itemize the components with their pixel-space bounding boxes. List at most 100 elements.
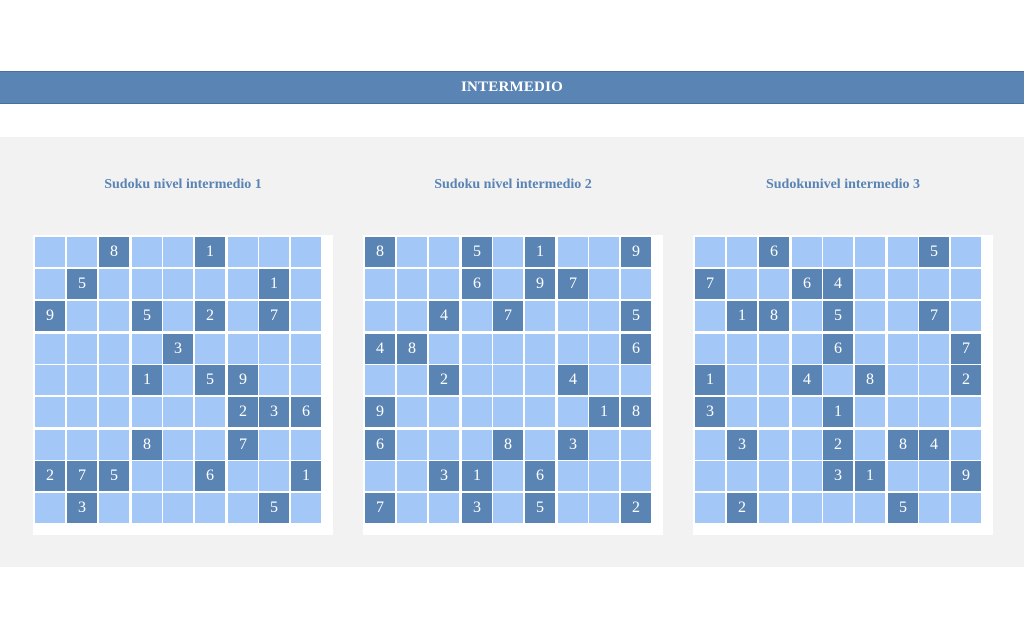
empty-cell[interactable] <box>493 237 523 267</box>
empty-cell[interactable] <box>429 397 459 427</box>
empty-cell[interactable] <box>919 269 949 299</box>
empty-cell[interactable] <box>99 493 129 523</box>
empty-cell[interactable] <box>397 237 427 267</box>
empty-cell[interactable] <box>429 237 459 267</box>
empty-cell[interactable] <box>228 461 258 491</box>
empty-cell[interactable] <box>429 493 459 523</box>
empty-cell[interactable] <box>727 365 757 395</box>
empty-cell[interactable] <box>493 365 523 395</box>
empty-cell[interactable] <box>589 365 619 395</box>
empty-cell[interactable] <box>35 493 65 523</box>
empty-cell[interactable] <box>365 365 395 395</box>
empty-cell[interactable] <box>35 430 65 460</box>
empty-cell[interactable] <box>397 493 427 523</box>
empty-cell[interactable] <box>919 461 949 491</box>
empty-cell[interactable] <box>99 334 129 364</box>
empty-cell[interactable] <box>695 301 725 331</box>
empty-cell[interactable] <box>558 237 588 267</box>
empty-cell[interactable] <box>792 430 822 460</box>
empty-cell[interactable] <box>792 334 822 364</box>
empty-cell[interactable] <box>621 430 651 460</box>
empty-cell[interactable] <box>951 397 981 427</box>
empty-cell[interactable] <box>429 430 459 460</box>
empty-cell[interactable] <box>291 301 321 331</box>
empty-cell[interactable] <box>259 365 289 395</box>
empty-cell[interactable] <box>727 269 757 299</box>
empty-cell[interactable] <box>291 493 321 523</box>
empty-cell[interactable] <box>695 493 725 523</box>
empty-cell[interactable] <box>558 334 588 364</box>
empty-cell[interactable] <box>163 430 193 460</box>
empty-cell[interactable] <box>589 430 619 460</box>
empty-cell[interactable] <box>855 237 885 267</box>
empty-cell[interactable] <box>291 334 321 364</box>
empty-cell[interactable] <box>759 430 789 460</box>
empty-cell[interactable] <box>888 334 918 364</box>
empty-cell[interactable] <box>195 334 225 364</box>
empty-cell[interactable] <box>888 397 918 427</box>
empty-cell[interactable] <box>759 397 789 427</box>
empty-cell[interactable] <box>397 430 427 460</box>
empty-cell[interactable] <box>462 430 492 460</box>
empty-cell[interactable] <box>397 365 427 395</box>
empty-cell[interactable] <box>558 461 588 491</box>
empty-cell[interactable] <box>919 365 949 395</box>
empty-cell[interactable] <box>525 301 555 331</box>
empty-cell[interactable] <box>589 237 619 267</box>
empty-cell[interactable] <box>163 397 193 427</box>
empty-cell[interactable] <box>759 461 789 491</box>
empty-cell[interactable] <box>99 301 129 331</box>
empty-cell[interactable] <box>525 397 555 427</box>
empty-cell[interactable] <box>792 301 822 331</box>
empty-cell[interactable] <box>888 237 918 267</box>
empty-cell[interactable] <box>132 334 162 364</box>
empty-cell[interactable] <box>132 269 162 299</box>
empty-cell[interactable] <box>228 301 258 331</box>
empty-cell[interactable] <box>163 493 193 523</box>
empty-cell[interactable] <box>397 269 427 299</box>
empty-cell[interactable] <box>792 397 822 427</box>
puzzle-title[interactable]: Sudokunivel intermedio 3 <box>765 177 921 192</box>
empty-cell[interactable] <box>951 493 981 523</box>
empty-cell[interactable] <box>759 269 789 299</box>
empty-cell[interactable] <box>589 301 619 331</box>
empty-cell[interactable] <box>259 430 289 460</box>
empty-cell[interactable] <box>695 461 725 491</box>
empty-cell[interactable] <box>727 397 757 427</box>
empty-cell[interactable] <box>228 334 258 364</box>
empty-cell[interactable] <box>228 493 258 523</box>
empty-cell[interactable] <box>695 430 725 460</box>
empty-cell[interactable] <box>621 269 651 299</box>
empty-cell[interactable] <box>951 430 981 460</box>
empty-cell[interactable] <box>67 365 97 395</box>
empty-cell[interactable] <box>589 461 619 491</box>
empty-cell[interactable] <box>163 365 193 395</box>
empty-cell[interactable] <box>759 365 789 395</box>
empty-cell[interactable] <box>493 397 523 427</box>
empty-cell[interactable] <box>291 430 321 460</box>
empty-cell[interactable] <box>163 269 193 299</box>
empty-cell[interactable] <box>99 430 129 460</box>
empty-cell[interactable] <box>397 461 427 491</box>
empty-cell[interactable] <box>132 237 162 267</box>
empty-cell[interactable] <box>621 461 651 491</box>
empty-cell[interactable] <box>132 397 162 427</box>
empty-cell[interactable] <box>163 237 193 267</box>
empty-cell[interactable] <box>855 301 885 331</box>
empty-cell[interactable] <box>493 269 523 299</box>
puzzle-title[interactable]: Sudoku nivel intermedio 2 <box>434 177 592 192</box>
empty-cell[interactable] <box>67 397 97 427</box>
empty-cell[interactable] <box>621 365 651 395</box>
empty-cell[interactable] <box>525 430 555 460</box>
empty-cell[interactable] <box>67 334 97 364</box>
empty-cell[interactable] <box>163 461 193 491</box>
empty-cell[interactable] <box>35 237 65 267</box>
empty-cell[interactable] <box>228 269 258 299</box>
empty-cell[interactable] <box>792 493 822 523</box>
empty-cell[interactable] <box>919 334 949 364</box>
empty-cell[interactable] <box>727 461 757 491</box>
empty-cell[interactable] <box>132 493 162 523</box>
empty-cell[interactable] <box>195 493 225 523</box>
empty-cell[interactable] <box>163 301 193 331</box>
empty-cell[interactable] <box>195 430 225 460</box>
